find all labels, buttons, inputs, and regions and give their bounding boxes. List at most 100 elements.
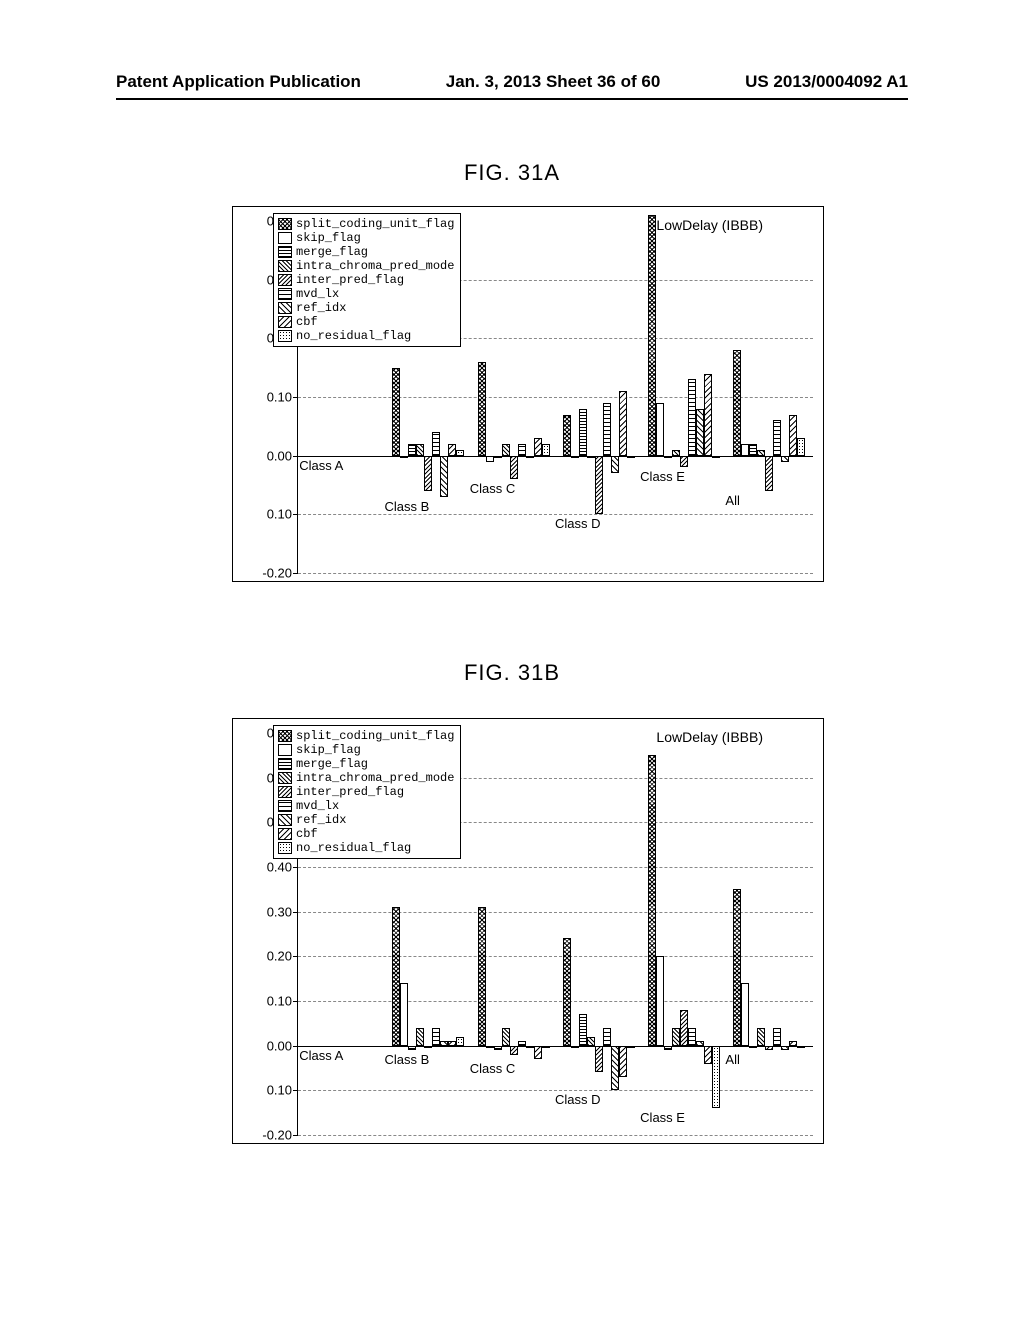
chart-bar xyxy=(571,1046,579,1048)
legend-swatch xyxy=(278,800,292,812)
fig-title-a: FIG. 31A xyxy=(0,160,1024,186)
chart-bar xyxy=(656,956,664,1045)
header-rule xyxy=(116,98,908,100)
chart-bar xyxy=(448,1041,456,1045)
chart-bar xyxy=(704,374,712,456)
zero-line xyxy=(298,456,813,457)
chart-bar xyxy=(680,456,688,468)
grid-line xyxy=(298,1090,813,1091)
legend-row: merge_flag xyxy=(278,757,454,771)
legend-row: intra_chroma_pred_mode xyxy=(278,771,454,785)
y-tick-label: -0.20 xyxy=(242,1128,292,1143)
category-label: All xyxy=(725,493,739,508)
chart-bar xyxy=(789,1041,797,1045)
category-label: Class E xyxy=(640,469,685,484)
chart-bar xyxy=(664,1046,672,1050)
chart-bar xyxy=(494,1046,502,1050)
legend-row: intra_chroma_pred_mode xyxy=(278,259,454,273)
legend-swatch xyxy=(278,744,292,756)
legend-label: intra_chroma_pred_mode xyxy=(296,771,454,785)
chart-bar xyxy=(534,1046,542,1059)
category-label: Class C xyxy=(470,481,516,496)
legend-label: split_coding_unit_flag xyxy=(296,729,454,743)
chart-bar xyxy=(704,1046,712,1064)
legend-row: no_residual_flag xyxy=(278,841,454,855)
chart-bar xyxy=(712,1046,720,1109)
chart-bar xyxy=(627,1046,635,1048)
chart-bar xyxy=(408,444,416,456)
chart-bar xyxy=(648,755,656,1045)
legend-swatch xyxy=(278,288,292,300)
legend-swatch xyxy=(278,330,292,342)
chart-bar xyxy=(688,379,696,455)
category-label: Class B xyxy=(384,499,429,514)
chart-a-box: split_coding_unit_flagskip_flagmerge_fla… xyxy=(232,206,824,582)
y-tick-label: 0.00 xyxy=(242,1038,292,1053)
category-label: Class D xyxy=(555,516,601,531)
legend-swatch xyxy=(278,828,292,840)
chart-bar xyxy=(542,444,550,456)
chart-bar xyxy=(563,415,571,456)
chart-bar xyxy=(424,456,432,491)
chart-bar xyxy=(486,1046,494,1048)
chart-bar xyxy=(432,1028,440,1046)
chart-bar xyxy=(741,983,749,1046)
chart-bar xyxy=(542,1046,550,1048)
chart-bar xyxy=(502,444,510,456)
legend-row: mvd_lx xyxy=(278,287,454,301)
y-tick-label: 0.00 xyxy=(242,448,292,463)
page-header: Patent Application Publication Jan. 3, 2… xyxy=(0,72,1024,92)
y-tick-label: 0.20 xyxy=(242,949,292,964)
chart-bar xyxy=(502,1028,510,1046)
legend-row: no_residual_flag xyxy=(278,329,454,343)
header-right: US 2013/0004092 A1 xyxy=(745,72,908,92)
legend-swatch xyxy=(278,218,292,230)
chart-bar xyxy=(478,362,486,456)
legend-swatch xyxy=(278,786,292,798)
chart-bar xyxy=(579,409,587,456)
chart-bar xyxy=(611,456,619,474)
category-label: Class C xyxy=(470,1061,516,1076)
legend-label: merge_flag xyxy=(296,245,368,259)
chart-bar xyxy=(696,1041,704,1045)
chart-bar xyxy=(656,403,664,456)
chart-bar xyxy=(518,444,526,456)
chart-bar xyxy=(494,456,502,458)
category-label: Class B xyxy=(384,1052,429,1067)
chart-bar xyxy=(749,444,757,456)
chart-bar xyxy=(757,1028,765,1046)
chart-bar xyxy=(773,420,781,455)
y-tick-label: 0.10 xyxy=(242,390,292,405)
legend-row: mvd_lx xyxy=(278,799,454,813)
chart-bar xyxy=(595,1046,603,1073)
category-label: Class D xyxy=(555,1092,601,1107)
legend-row: inter_pred_flag xyxy=(278,785,454,799)
category-label: Class A xyxy=(299,1048,343,1063)
legend-label: skip_flag xyxy=(296,743,361,757)
grid-line xyxy=(298,1135,813,1136)
chart-bar xyxy=(408,1046,416,1050)
y-tick-label: 0.10 xyxy=(242,994,292,1009)
chart-bar xyxy=(797,1046,805,1048)
y-tick-label: 0.10 xyxy=(242,507,292,522)
legend-label: skip_flag xyxy=(296,231,361,245)
legend-b: split_coding_unit_flagskip_flagmerge_fla… xyxy=(273,725,461,859)
legend-label: merge_flag xyxy=(296,757,368,771)
header-center: Jan. 3, 2013 Sheet 36 of 60 xyxy=(446,72,661,92)
chart-bar xyxy=(757,450,765,456)
chart-bar xyxy=(797,438,805,456)
chart-bar xyxy=(526,456,534,458)
legend-label: ref_idx xyxy=(296,813,346,827)
chart-bar xyxy=(486,456,494,462)
chart-bar xyxy=(696,409,704,456)
y-tick-label: 0.30 xyxy=(242,904,292,919)
legend-row: cbf xyxy=(278,315,454,329)
legend-row: split_coding_unit_flag xyxy=(278,217,454,231)
legend-label: ref_idx xyxy=(296,301,346,315)
chart-bar xyxy=(781,1046,789,1050)
chart-bar xyxy=(400,456,408,458)
chart-bar xyxy=(526,1046,534,1048)
chart-bar xyxy=(619,391,627,456)
legend-row: inter_pred_flag xyxy=(278,273,454,287)
legend-swatch xyxy=(278,302,292,314)
